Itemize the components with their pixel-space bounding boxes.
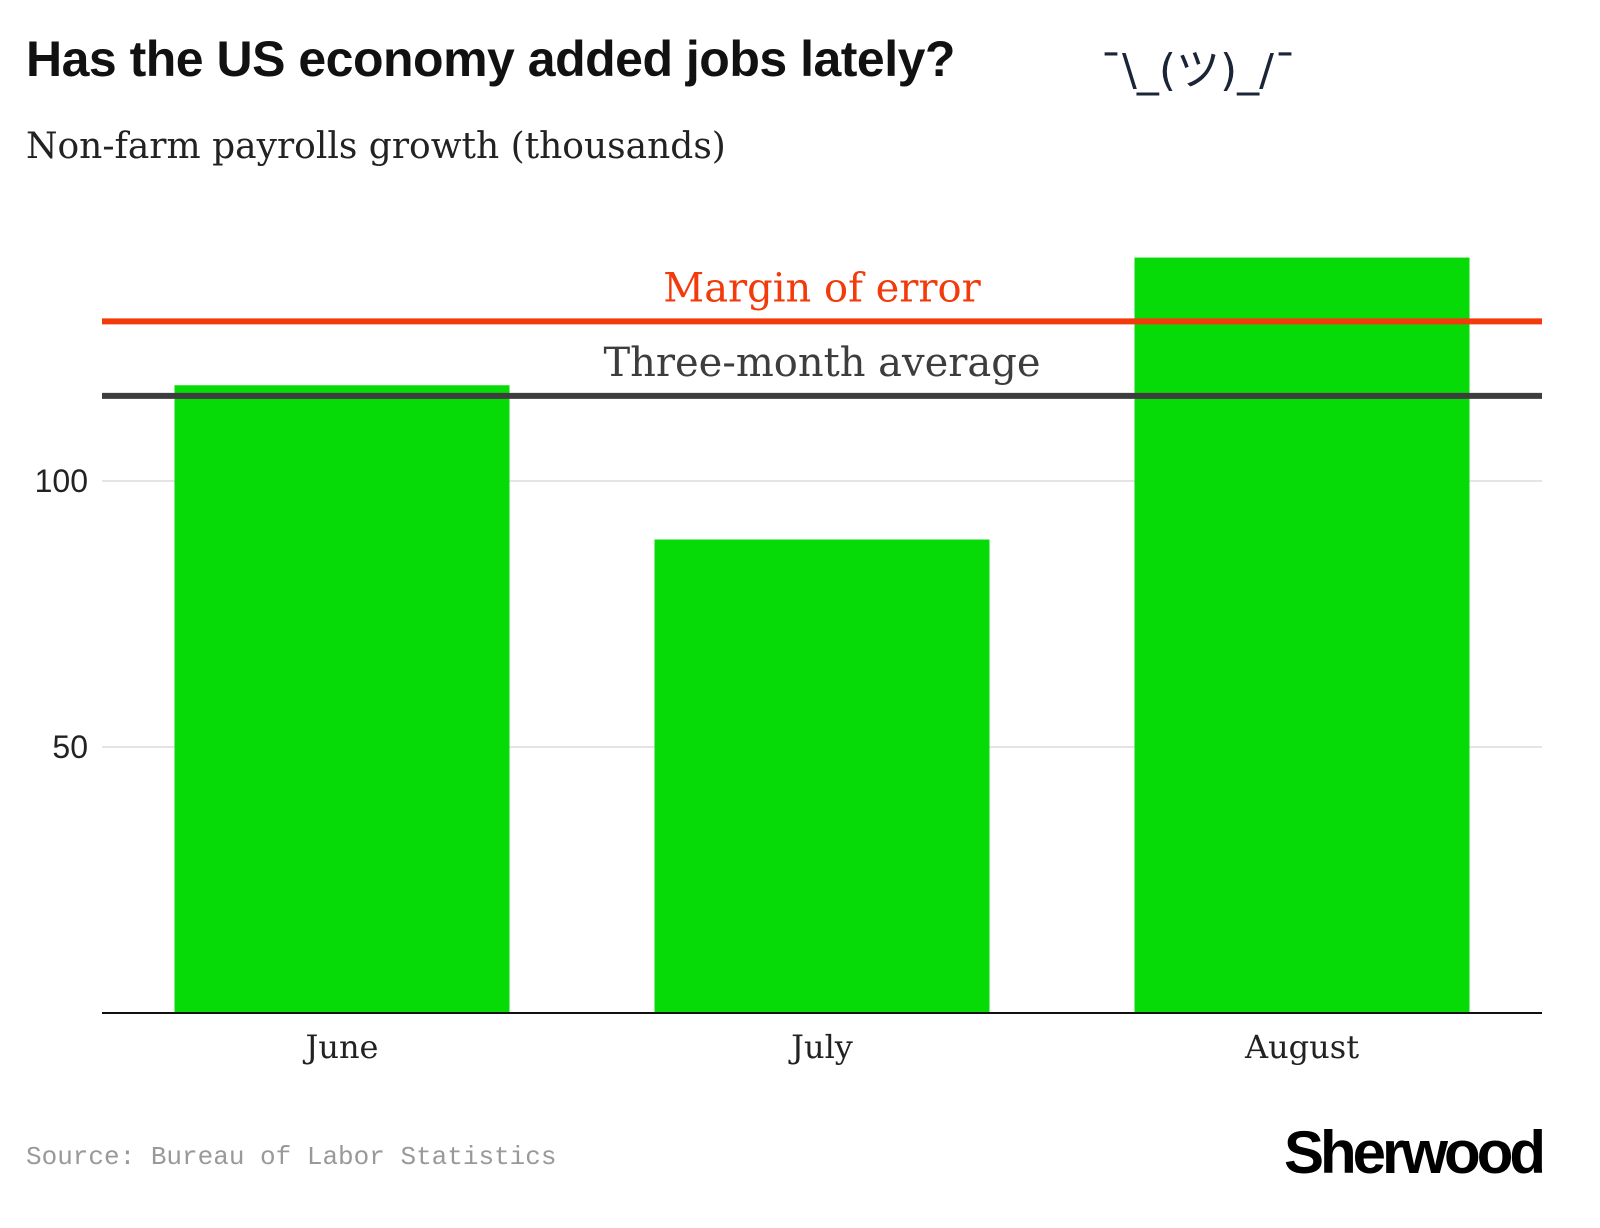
bar-august (1134, 257, 1470, 1013)
reference-line-label: Margin of error (663, 265, 981, 311)
chart-subtitle: Non-farm payrolls growth (thousands) (26, 126, 726, 167)
sherwood-logo: Sherwood (1283, 1119, 1546, 1186)
x-tick-label: August (1244, 1028, 1359, 1066)
shrug-emoticon: ¯\_(ツ)_/¯ (1100, 45, 1296, 96)
bar-july (654, 539, 990, 1013)
chart-title: Has the US economy added jobs lately? (26, 31, 955, 87)
x-tick-label: June (303, 1028, 379, 1066)
x-tick-label: July (788, 1028, 853, 1066)
reference-line-label: Three-month average (603, 340, 1040, 386)
bar-june (174, 385, 510, 1013)
y-tick-label: 50 (52, 729, 88, 765)
source-note: Source: Bureau of Labor Statistics (26, 1142, 557, 1172)
y-tick-label: 100 (35, 463, 88, 499)
